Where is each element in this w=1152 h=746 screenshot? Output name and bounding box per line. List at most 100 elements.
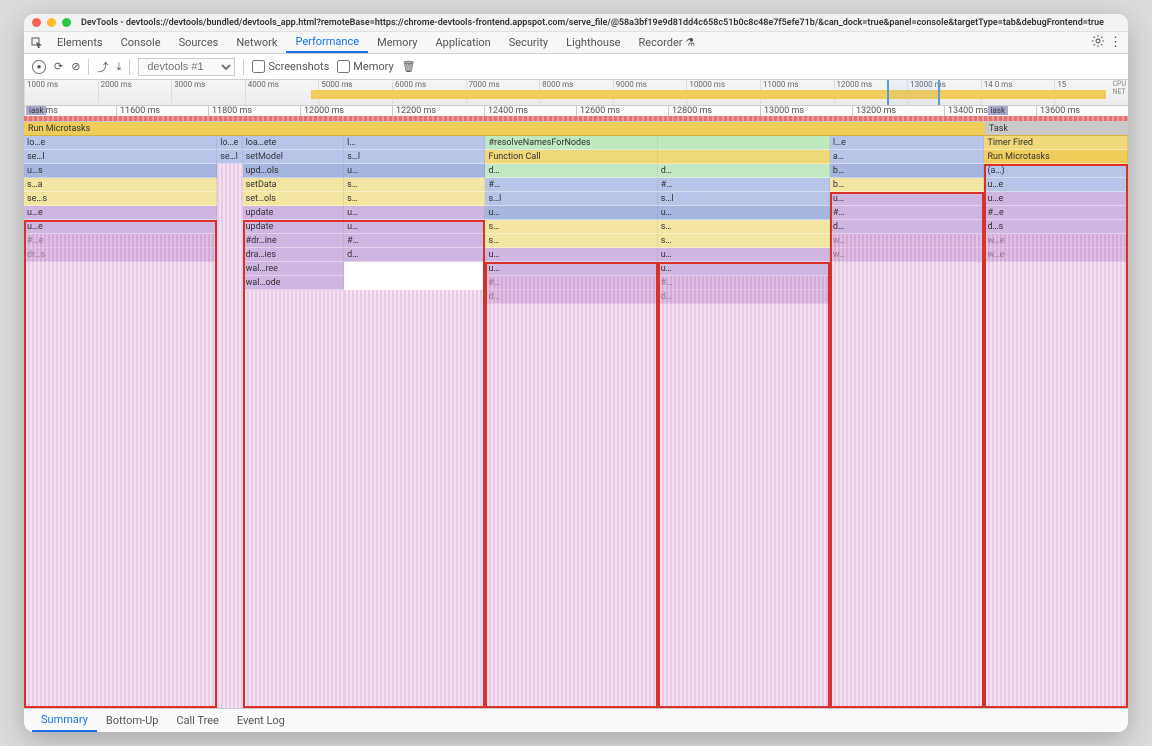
- flame-frame[interactable]: s…: [485, 234, 657, 248]
- flame-frame[interactable]: d…: [830, 220, 985, 234]
- flame-frame[interactable]: se…l: [24, 150, 217, 164]
- flame-frame[interactable]: dra…ies: [243, 248, 345, 262]
- clear-icon[interactable]: ⊘: [71, 60, 80, 73]
- trash-icon[interactable]: 🗑: [402, 60, 416, 73]
- session-select[interactable]: devtools #1: [138, 58, 235, 76]
- flame-frame[interactable]: b…: [830, 178, 985, 192]
- flame-frame[interactable]: u…e: [984, 178, 1128, 192]
- flame-frame[interactable]: #…: [485, 178, 657, 192]
- tab-lighthouse[interactable]: Lighthouse: [557, 32, 629, 53]
- flame-frame[interactable]: s…: [344, 178, 485, 192]
- flame-frame[interactable]: wal…ode: [243, 276, 345, 290]
- flame-column: #resolveNamesForNodesFunction Calld…#…s……: [485, 136, 657, 708]
- flame-frame[interactable]: l…e: [830, 136, 985, 150]
- flame-frame[interactable]: lo…e: [217, 136, 242, 150]
- record-icon[interactable]: ●: [32, 60, 46, 74]
- flame-frame[interactable]: u…: [658, 248, 830, 262]
- flame-frame[interactable]: #dr…ine: [243, 234, 345, 248]
- flame-frame[interactable]: setData: [243, 178, 345, 192]
- flame-frame[interactable]: #…: [658, 178, 830, 192]
- flame-frame[interactable]: l…: [344, 136, 485, 150]
- timeline-overview[interactable]: 1000 ms2000 ms3000 ms4000 ms5000 ms6000 …: [24, 80, 1128, 106]
- task-chip-left: iask: [26, 106, 46, 115]
- flame-frame[interactable]: s…: [344, 192, 485, 206]
- flame-frame[interactable]: d…: [344, 248, 485, 262]
- tab-security[interactable]: Security: [500, 32, 557, 53]
- details-tab-summary[interactable]: Summary: [32, 709, 97, 732]
- flame-column: loa…etesetModelupd…olssetDataset…olsupda…: [243, 136, 345, 708]
- more-icon[interactable]: ⋮: [1109, 35, 1122, 50]
- flame-frame[interactable]: u…: [485, 248, 657, 262]
- flame-frame[interactable]: update: [243, 220, 345, 234]
- flame-frame[interactable]: u…: [344, 220, 485, 234]
- flame-frame[interactable]: a…: [830, 150, 985, 164]
- tab-performance[interactable]: Performance: [286, 32, 368, 53]
- flame-frame[interactable]: s…: [658, 234, 830, 248]
- details-tab-call-tree[interactable]: Call Tree: [167, 709, 227, 732]
- flame-frame[interactable]: setModel: [243, 150, 345, 164]
- flame-frame[interactable]: u…e: [984, 192, 1128, 206]
- flame-frame[interactable]: u…e: [24, 220, 217, 234]
- overview-selection[interactable]: [887, 80, 940, 105]
- flame-frame[interactable]: u…: [485, 206, 657, 220]
- flame-frame[interactable]: b…: [830, 164, 985, 178]
- tab-sources[interactable]: Sources: [170, 32, 228, 53]
- flame-frame[interactable]: d…: [658, 164, 830, 178]
- download-icon[interactable]: ⤓: [116, 60, 121, 74]
- flame-frame[interactable]: se…s: [24, 192, 217, 206]
- tab-elements[interactable]: Elements: [48, 32, 112, 53]
- flame-frame[interactable]: u…: [344, 164, 485, 178]
- maximize-icon[interactable]: [62, 18, 71, 27]
- tab-recorder-[interactable]: Recorder ⚗: [629, 32, 704, 53]
- flame-frame[interactable]: u…: [344, 206, 485, 220]
- flame-frame[interactable]: Function Call: [485, 150, 657, 164]
- flame-chart[interactable]: Timer Fired Run Microtasks lo…ese…lu…ss……: [24, 136, 1128, 708]
- tab-network[interactable]: Network: [227, 32, 286, 53]
- flame-frame[interactable]: #resolveNamesForNodes: [485, 136, 657, 150]
- inspect-icon[interactable]: [26, 37, 48, 49]
- flame-frame[interactable]: lo…e: [24, 136, 217, 150]
- flame-frame[interactable]: upd…ols: [243, 164, 345, 178]
- memory-toggle[interactable]: Memory: [337, 60, 393, 73]
- flame-frame[interactable]: s…l: [485, 192, 657, 206]
- flame-frame[interactable]: [658, 136, 830, 150]
- minimize-icon[interactable]: [47, 18, 56, 27]
- details-tab-bottom-up[interactable]: Bottom-Up: [97, 709, 168, 732]
- flame-frame[interactable]: update: [243, 206, 345, 220]
- flame-frame[interactable]: set…ols: [243, 192, 345, 206]
- flame-frame[interactable]: d…: [485, 164, 657, 178]
- flame-frame[interactable]: wal…ree: [243, 262, 345, 276]
- flame-frame[interactable]: s…: [658, 220, 830, 234]
- devtools-window: DevTools - devtools://devtools/bundled/d…: [24, 14, 1128, 732]
- flame-dense-region: [485, 276, 657, 708]
- close-icon[interactable]: [32, 18, 41, 27]
- upload-icon[interactable]: ⤴: [97, 59, 108, 75]
- flame-frame[interactable]: s…: [485, 220, 657, 234]
- flame-frame[interactable]: se…l: [217, 150, 242, 164]
- tab-console[interactable]: Console: [112, 32, 170, 53]
- flame-column: d…#…s…lu…s…s…u…u…#…d…: [658, 136, 830, 708]
- screenshots-toggle[interactable]: Screenshots: [252, 60, 329, 73]
- flame-frame[interactable]: s…l: [344, 150, 485, 164]
- time-ruler[interactable]: 400 ms11600 ms11800 ms12000 ms12200 ms12…: [24, 106, 1128, 122]
- tab-memory[interactable]: Memory: [368, 32, 426, 53]
- settings-icon[interactable]: [1091, 34, 1105, 51]
- flame-frame[interactable]: u…: [830, 192, 985, 206]
- flame-frame[interactable]: s…l: [658, 192, 830, 206]
- flame-frame[interactable]: u…e: [24, 206, 217, 220]
- flame-frame[interactable]: #…: [344, 234, 485, 248]
- reload-icon[interactable]: ⟳: [54, 60, 63, 73]
- flame-frame[interactable]: [658, 150, 830, 164]
- flame-frame[interactable]: #…e: [984, 206, 1128, 220]
- flame-frame[interactable]: #…: [830, 206, 985, 220]
- flame-frame[interactable]: (a…): [984, 164, 1128, 178]
- tab-application[interactable]: Application: [426, 32, 499, 53]
- flame-frame[interactable]: u…: [658, 206, 830, 220]
- flame-frame[interactable]: d…s: [984, 220, 1128, 234]
- flame-frame[interactable]: s…a: [24, 178, 217, 192]
- flame-frame[interactable]: u…: [658, 262, 830, 276]
- flame-frame[interactable]: u…s: [24, 164, 217, 178]
- flame-frame[interactable]: u…: [485, 262, 657, 276]
- details-tab-event-log[interactable]: Event Log: [228, 709, 294, 732]
- flame-frame[interactable]: loa…ete: [243, 136, 345, 150]
